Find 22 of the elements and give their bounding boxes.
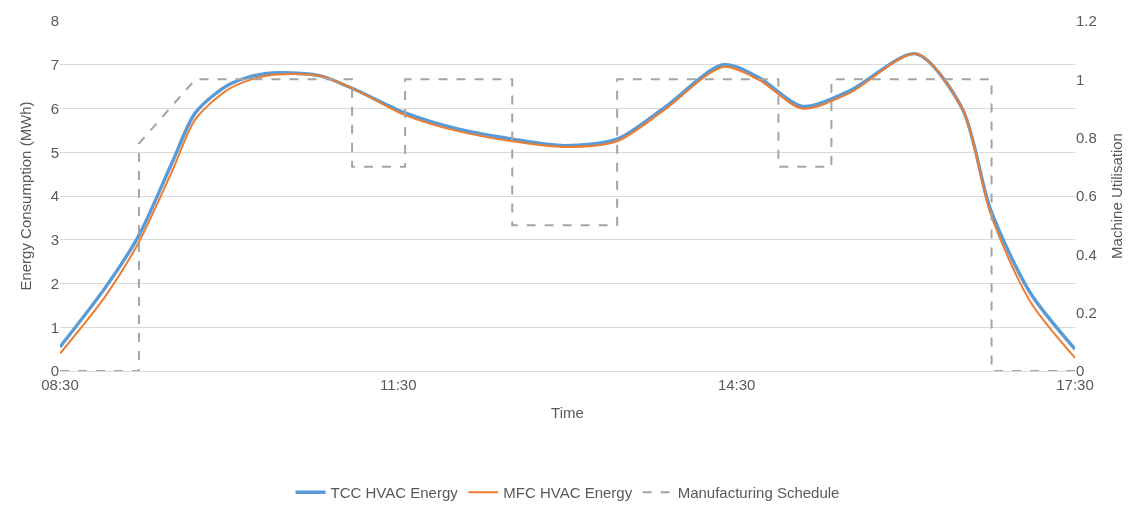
- y-tick-label: 6: [50, 99, 59, 117]
- x-tick-label: 11:30: [380, 376, 417, 393]
- x-axis-title: Time: [551, 404, 584, 421]
- x-tick-label: 14:30: [717, 376, 756, 393]
- y2-axis-title: Machine Utilisation: [1107, 133, 1125, 259]
- y2-tick-label: 0.8: [1076, 128, 1097, 146]
- legend-label: Manufacturing Schedule: [677, 484, 840, 502]
- y-tick-label: 1: [50, 318, 59, 336]
- y2-tick-label: 0.4: [1076, 245, 1097, 263]
- y2-tick-label: 1.2: [1076, 12, 1097, 30]
- y-tick-label: 2: [50, 274, 59, 292]
- y-axis-title: Energy Consumption (MWh): [16, 101, 34, 291]
- y2-tick-label: 0.2: [1076, 303, 1097, 321]
- y-tick-label: 5: [50, 143, 59, 161]
- y2-tick-label: 0.6: [1076, 187, 1097, 205]
- y-tick-label: 8: [50, 12, 59, 30]
- y2-tick-label: 1: [1076, 70, 1085, 88]
- legend-label: TCC HVAC Energy: [330, 484, 459, 502]
- y-tick-label: 3: [50, 231, 59, 248]
- legend-label: MFC HVAC Energy: [503, 484, 633, 502]
- y-tick-label: 7: [50, 56, 59, 73]
- y-tick-label: 4: [50, 187, 59, 205]
